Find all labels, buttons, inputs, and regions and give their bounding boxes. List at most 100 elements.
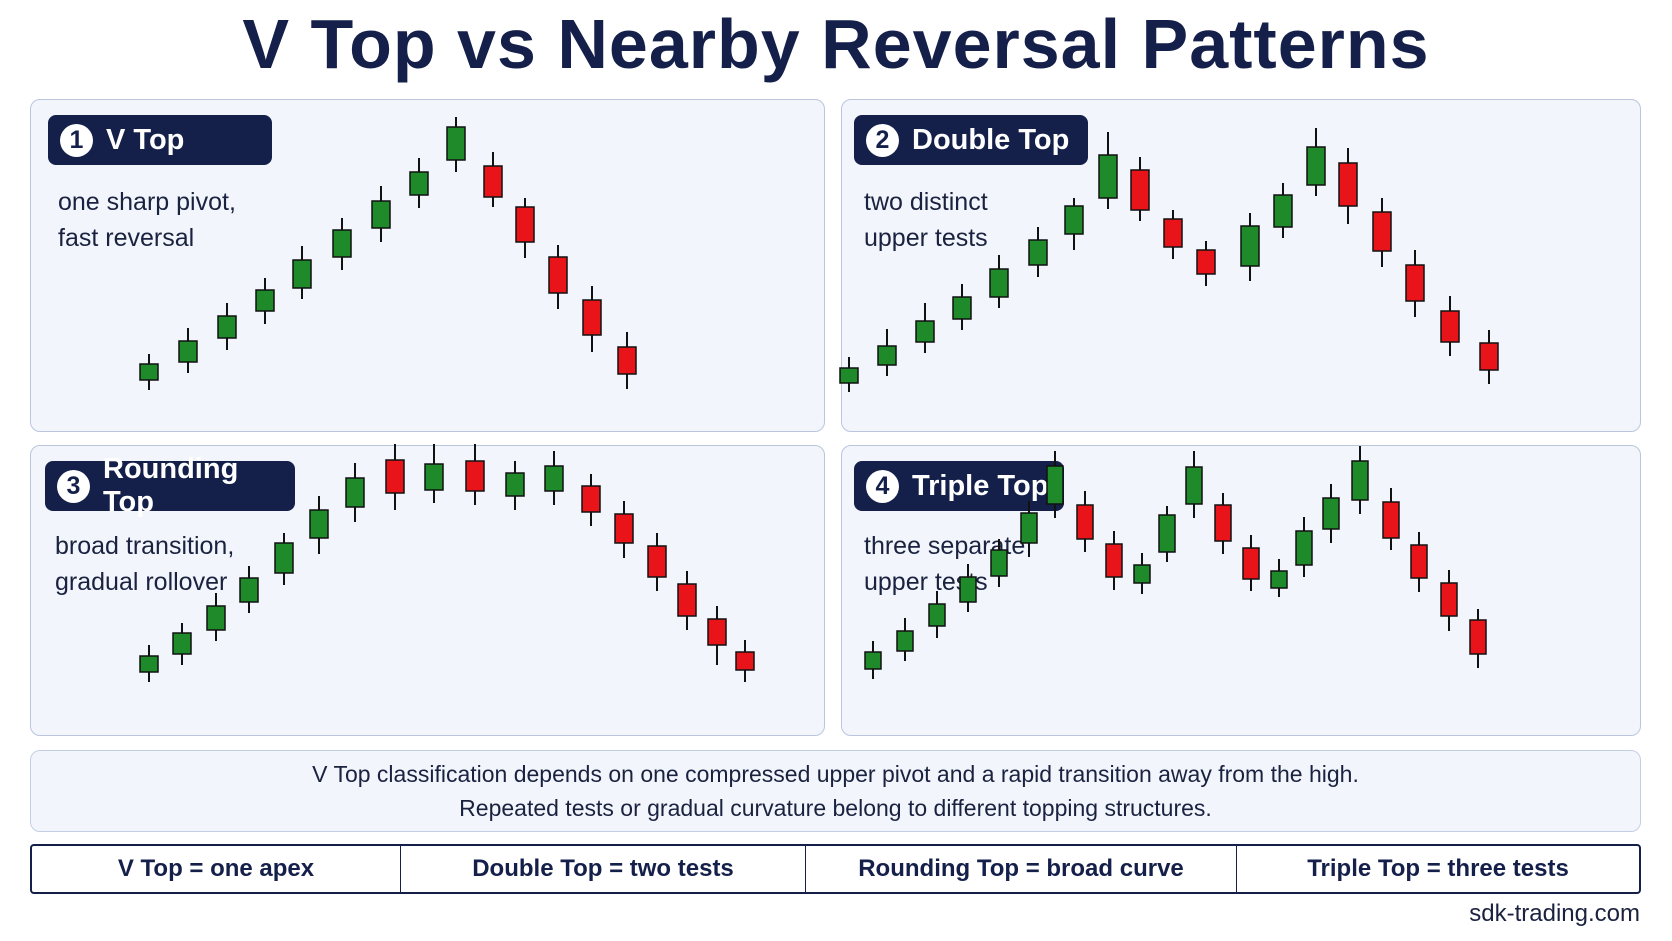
candle-body	[1273, 194, 1293, 228]
candle-body	[309, 509, 329, 539]
candle-body	[915, 320, 935, 343]
candle-body	[1240, 225, 1260, 267]
bearish-candle	[1440, 570, 1458, 631]
panel-description: two distinct upper tests	[864, 184, 988, 256]
bullish-candle	[877, 329, 897, 376]
candle-body	[864, 651, 882, 670]
candle-body	[1479, 342, 1499, 371]
bullish-candle	[292, 246, 312, 299]
candle-body	[614, 513, 634, 544]
badge-label: Double Top	[912, 123, 1070, 156]
candle-body	[1270, 570, 1288, 589]
candle-body	[424, 463, 444, 491]
candle-body	[1469, 619, 1487, 655]
panel-description: one sharp pivot, fast reversal	[58, 184, 236, 256]
bullish-candle	[1064, 198, 1084, 250]
candle-body	[959, 576, 977, 603]
description-line-2: gradual rollover	[55, 568, 228, 596]
candlestick-chart-rounding-top	[139, 444, 755, 682]
candle-body	[1185, 466, 1203, 505]
candle-body	[409, 171, 429, 196]
bullish-candle	[896, 618, 914, 661]
bullish-candle	[1098, 132, 1118, 209]
candle-body	[1295, 530, 1313, 566]
badge-triple-top: 4 Triple Top	[854, 461, 1064, 511]
candle-body	[1028, 239, 1048, 266]
bullish-candle	[1322, 484, 1340, 543]
candle-body	[206, 605, 226, 631]
bullish-candle	[990, 539, 1008, 587]
candle-body	[255, 289, 275, 312]
candle-body	[1242, 547, 1260, 580]
bullish-candle	[1351, 446, 1369, 514]
candle-body	[345, 477, 365, 508]
candle-body	[1405, 264, 1425, 302]
badge-number: 4	[866, 469, 899, 503]
page-title: V Top vs Nearby Reversal Patterns	[242, 5, 1430, 83]
bullish-candle	[544, 451, 564, 505]
candle-body	[735, 651, 755, 671]
bullish-candle	[172, 623, 192, 665]
bearish-candle	[1469, 609, 1487, 668]
summary-double-top: Double Top = two tests	[401, 846, 806, 892]
bearish-candle	[581, 474, 601, 526]
bearish-candle	[1410, 532, 1428, 592]
bullish-candle	[1028, 227, 1048, 277]
bullish-candle	[178, 328, 198, 373]
bearish-candle	[1076, 491, 1094, 552]
candle-body	[839, 367, 859, 384]
panel-rounding-top: 3 Rounding Top broad transition, gradual…	[30, 444, 825, 736]
bearish-candle	[548, 245, 568, 309]
candle-body	[1046, 465, 1064, 505]
bearish-candle	[1105, 531, 1123, 590]
bearish-candle	[1130, 157, 1150, 221]
bullish-candle	[1133, 553, 1151, 594]
bullish-candle	[839, 357, 859, 392]
candle-body	[647, 545, 667, 578]
footer-site: sdk-trading.com	[1469, 900, 1640, 927]
summary-v-top: V Top = one apex	[32, 846, 401, 892]
bearish-candle	[582, 286, 602, 352]
bullish-candle	[864, 641, 882, 679]
description-line-1: one sharp pivot,	[58, 188, 236, 216]
bullish-candle	[928, 591, 946, 638]
candle-body	[274, 542, 294, 574]
bearish-candle	[1242, 535, 1260, 591]
candle-body	[1440, 310, 1460, 343]
candle-body	[1130, 169, 1150, 211]
bearish-candle	[1479, 330, 1499, 384]
badge-number: 3	[57, 469, 90, 503]
candle-body	[877, 345, 897, 366]
candle-body	[1020, 512, 1038, 544]
bullish-candle	[206, 593, 226, 641]
candle-body	[952, 296, 972, 320]
bullish-candle	[345, 463, 365, 522]
bullish-candle	[274, 533, 294, 585]
candlestick-chart-triple-top	[864, 446, 1487, 679]
candle-body	[515, 206, 535, 243]
bearish-candle	[515, 198, 535, 258]
bullish-candle	[409, 158, 429, 208]
candle-body	[505, 472, 525, 497]
candle-body	[371, 200, 391, 229]
bearish-candle	[707, 606, 727, 665]
bullish-candle	[1046, 451, 1064, 518]
candle-body	[896, 630, 914, 652]
candle-body	[928, 603, 946, 627]
bullish-candle	[446, 117, 466, 172]
badge-double-top: 2 Double Top	[854, 115, 1088, 165]
candle-body	[544, 465, 564, 492]
bullish-candle	[1273, 183, 1293, 238]
bullish-candle	[959, 564, 977, 612]
candle-body	[1382, 501, 1400, 539]
candle-body	[178, 340, 198, 363]
candle-body	[1410, 544, 1428, 579]
bullish-candle	[1185, 451, 1203, 518]
description-line-1: two distinct	[864, 188, 988, 216]
candle-body	[1440, 582, 1458, 617]
bearish-candle	[1372, 198, 1392, 267]
candlestick-chart-double-top	[839, 128, 1499, 392]
bullish-candle	[1020, 501, 1038, 557]
candle-body	[139, 655, 159, 673]
candle-body	[1158, 514, 1176, 553]
